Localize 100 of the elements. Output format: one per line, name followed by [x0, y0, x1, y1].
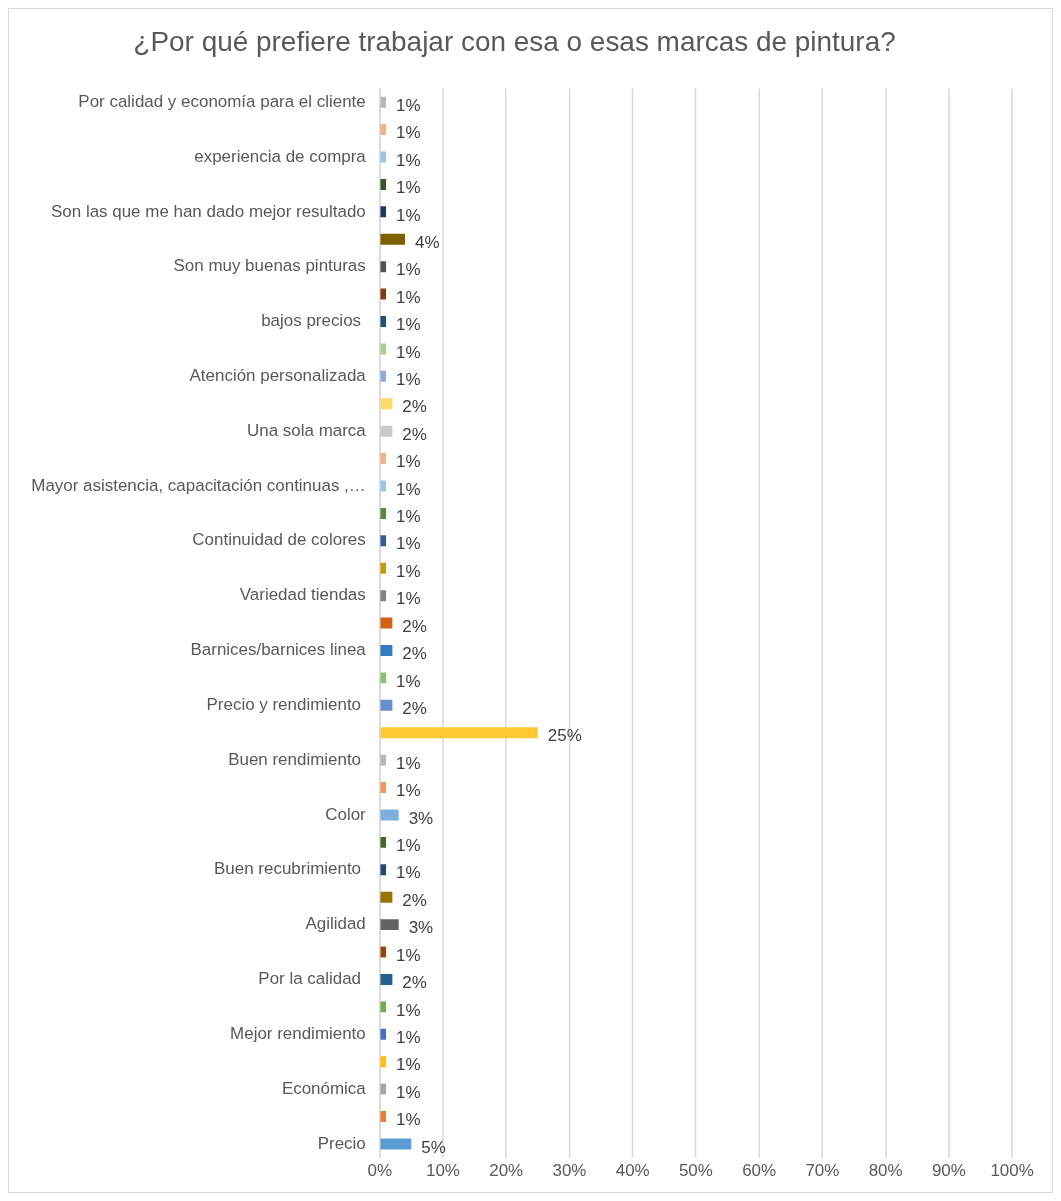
data-label: 1%	[396, 1082, 421, 1102]
y-tick-label: Mejor rendimiento	[230, 1023, 366, 1043]
bar	[380, 973, 393, 985]
bar	[380, 864, 387, 876]
data-label: 1%	[396, 753, 421, 773]
bar	[380, 507, 387, 519]
data-label: 1%	[396, 671, 421, 691]
bar	[380, 809, 399, 821]
data-label: 1%	[396, 561, 421, 581]
y-tick-label: Por calidad y economía para el cliente	[78, 91, 366, 111]
bar	[380, 782, 387, 794]
bar	[380, 1138, 412, 1150]
data-label: 1%	[396, 95, 421, 115]
bar	[380, 124, 387, 136]
bar	[380, 1001, 387, 1013]
data-label: 2%	[402, 644, 427, 664]
y-tick-label: Agilidad	[305, 914, 366, 934]
data-label: 2%	[402, 973, 427, 993]
bar	[380, 1111, 387, 1123]
y-tick-label: Precio y rendimiento	[206, 694, 366, 714]
data-label: 1%	[396, 1027, 421, 1047]
bar	[380, 754, 387, 766]
bar	[380, 946, 387, 958]
x-tick-label: 100%	[990, 1160, 1034, 1180]
bar	[380, 398, 393, 410]
data-label: 1%	[396, 534, 421, 554]
bar	[380, 96, 387, 108]
x-tick-label: 50%	[678, 1160, 713, 1180]
data-label: 1%	[396, 945, 421, 965]
bar	[380, 288, 387, 300]
bar	[380, 590, 387, 602]
bar	[380, 617, 393, 629]
bar	[380, 644, 393, 656]
y-tick-label: Son las que me han dado mejor resultado	[51, 201, 366, 221]
y-tick-label: Económica	[281, 1078, 367, 1098]
data-label: 1%	[396, 150, 421, 170]
bar	[380, 206, 387, 218]
data-label: 1%	[396, 178, 421, 198]
data-label: 2%	[402, 397, 427, 417]
y-tick-label: Atención personalizada	[189, 366, 367, 386]
y-tick-label: Buen rendimiento	[228, 749, 366, 769]
y-tick-label: Variedad tiendas	[239, 585, 366, 605]
bar	[380, 233, 406, 245]
bar	[380, 672, 387, 684]
y-tick-label: Continuidad de colores	[192, 530, 366, 550]
bar	[380, 727, 538, 739]
data-label: 4%	[415, 232, 440, 252]
x-tick-label: 80%	[868, 1160, 903, 1180]
bar	[380, 891, 393, 903]
data-label: 1%	[396, 123, 421, 143]
data-label: 1%	[396, 370, 421, 389]
data-label: 1%	[396, 205, 421, 225]
bar	[380, 316, 387, 327]
x-tick-label: 40%	[615, 1160, 650, 1180]
data-label: 2%	[402, 698, 427, 718]
data-label: 2%	[402, 616, 427, 636]
bar	[380, 836, 387, 848]
x-tick-label: 90%	[931, 1160, 966, 1180]
x-tick-label: 0%	[367, 1160, 392, 1180]
bar	[380, 535, 387, 547]
data-label: 1%	[396, 1055, 421, 1075]
x-tick-label: 30%	[552, 1160, 587, 1180]
data-label: 25%	[547, 726, 582, 746]
data-label: 3%	[408, 808, 434, 828]
y-tick-label: Una sola marca	[247, 420, 367, 440]
data-label: 1%	[396, 507, 421, 527]
y-tick-label: Buen recubrimiento	[214, 859, 366, 879]
data-label: 3%	[408, 918, 434, 938]
bar	[380, 343, 387, 355]
bar	[380, 370, 387, 382]
x-tick-label: 70%	[805, 1160, 840, 1180]
bar	[380, 1083, 387, 1095]
data-label: 2%	[402, 424, 427, 444]
x-tick-label: 60%	[742, 1160, 777, 1180]
y-tick-label: Color	[325, 804, 367, 824]
data-label: 5%	[421, 1137, 446, 1157]
data-label: 1%	[396, 836, 421, 856]
data-label: 1%	[396, 1110, 421, 1130]
data-label: 2%	[402, 890, 427, 910]
bar	[380, 425, 393, 437]
data-label: 1%	[396, 479, 421, 499]
bar	[380, 562, 387, 574]
bar	[380, 1056, 387, 1068]
data-label: 1%	[396, 315, 421, 335]
bar	[380, 453, 387, 465]
bar	[380, 699, 393, 711]
data-label: 1%	[396, 260, 421, 280]
x-tick-label: 10%	[426, 1160, 460, 1180]
y-tick-label: bajos precios	[261, 311, 366, 331]
y-tick-label: Mayor asistencia, capacitación continuas ,…	[31, 475, 366, 495]
x-tick-label: 20%	[489, 1160, 524, 1180]
data-label: 1%	[396, 589, 421, 609]
y-tick-label: Son muy buenas pinturas	[173, 256, 366, 276]
y-tick-label: Precio	[317, 1133, 366, 1153]
data-label: 1%	[396, 287, 421, 307]
bar	[380, 261, 387, 273]
bar	[380, 178, 387, 190]
y-tick-label: Barnices/barnices linea	[190, 640, 367, 660]
data-label: 1%	[396, 342, 421, 362]
data-label: 1%	[396, 1000, 421, 1020]
